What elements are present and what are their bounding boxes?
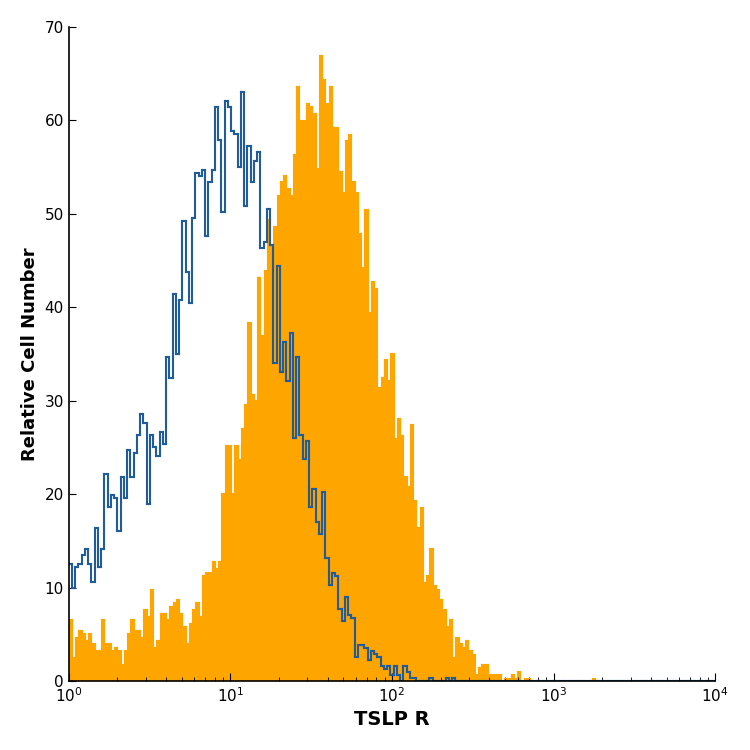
Y-axis label: Relative Cell Number: Relative Cell Number bbox=[21, 248, 39, 460]
X-axis label: TSLP R: TSLP R bbox=[354, 710, 430, 729]
